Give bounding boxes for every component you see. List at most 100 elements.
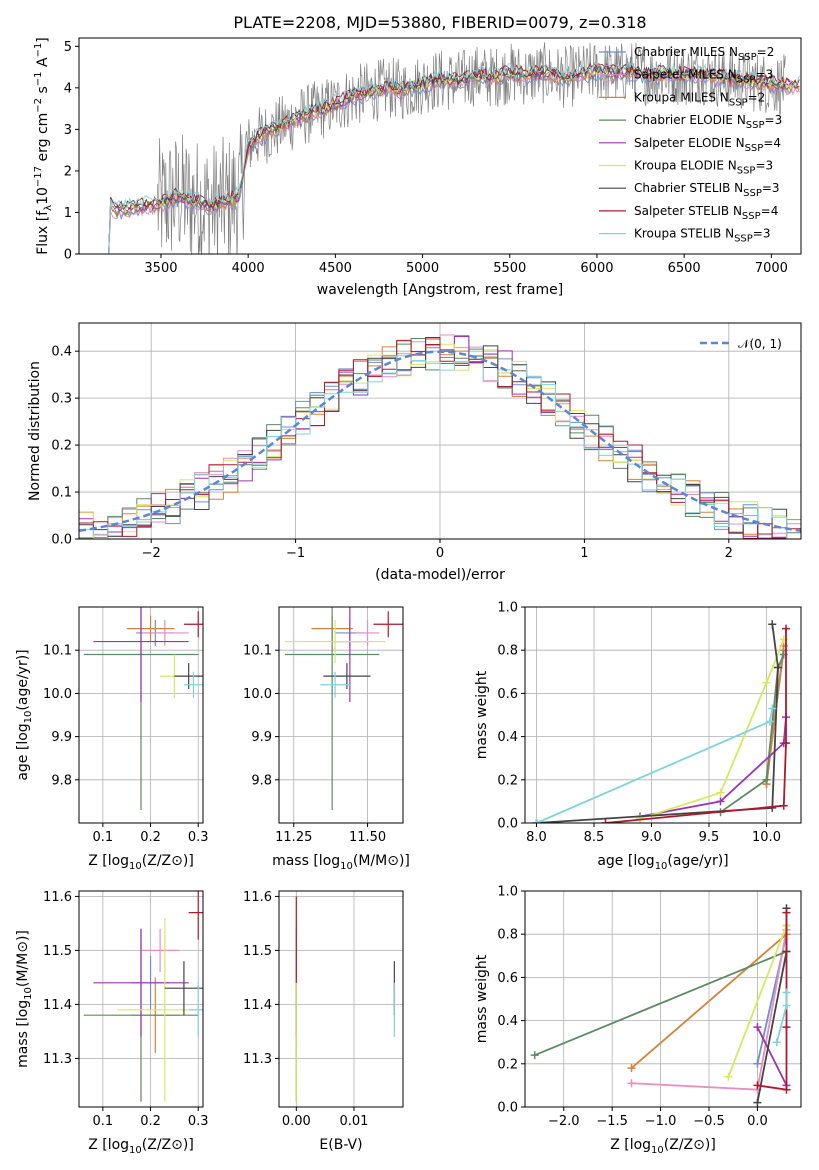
- legend-entry-part: SSP: [743, 188, 762, 199]
- x-tick-label: 11.25: [275, 830, 312, 845]
- gaussian-curve: [79, 350, 801, 533]
- y-tick-label: 1.0: [497, 601, 518, 616]
- x-tick-label: 10.0: [752, 830, 781, 845]
- y-tick-label: 0.4: [497, 730, 518, 745]
- y-tick-label: 11.5: [43, 944, 72, 959]
- weight-marker: [627, 1064, 636, 1073]
- y-tick-label: 0.4: [497, 1014, 518, 1029]
- x-tick-label: 11.50: [349, 830, 386, 845]
- weight-marker: [782, 988, 791, 997]
- legend-entry-part: =4: [761, 204, 779, 218]
- x-axis-label-part: (Z/Z: [142, 853, 171, 869]
- y-tick-label: 0.8: [497, 644, 518, 659]
- legend-entry-part: SSP: [742, 211, 761, 222]
- y-tick-label: 0.1: [51, 486, 72, 501]
- x-axis-label-part: ⊙)]: [693, 1137, 716, 1153]
- x-axis-label-part: ⊙)]: [171, 853, 194, 869]
- x-tick-label: 0.3: [188, 830, 209, 845]
- y-tick-label: 0.0: [497, 1101, 518, 1116]
- x-axis-label: mass [log10​(M/M⊙)]: [272, 853, 410, 872]
- weight-line: [757, 912, 788, 1091]
- legend-entry: Kroupa STELIB NSSP​=3: [634, 227, 771, 245]
- x-tick-label: −1.0: [645, 1114, 677, 1129]
- figure-title: PLATE=2208, MJD=53880, FIBERID=0079, z=0…: [233, 13, 646, 32]
- y-axis-label-part: A: [35, 57, 51, 71]
- y-tick-label: 0.2: [51, 439, 72, 454]
- x-tick-label: 6500: [668, 261, 701, 276]
- x-tick-label: 0.2: [140, 830, 161, 845]
- model-line-chabrier-stelib: [108, 63, 800, 254]
- y-axis-label-part: 10: [35, 187, 51, 205]
- legend-entry: Chabrier MILES NSSP​=2: [634, 45, 774, 63]
- weight-marker: [772, 1038, 781, 1047]
- weight-marker: [627, 1079, 636, 1088]
- age_vs_mass-plot-area: [284, 607, 403, 811]
- y-tick-label: 2: [64, 164, 72, 179]
- weight-marker: [530, 1051, 539, 1060]
- weight-marker: [782, 739, 791, 748]
- weight-line: [775, 992, 788, 1043]
- model-line-chabrier-miles: [108, 70, 800, 254]
- y-axis-label-part: age [log: [15, 723, 31, 780]
- mass_vs_Z-plot-area: [83, 891, 203, 1102]
- x-tick-label: 3500: [144, 261, 177, 276]
- weight-marker: [768, 704, 777, 713]
- legend-entry-part: =3: [755, 159, 773, 173]
- x-tick-label: −2: [142, 546, 161, 561]
- y-axis-label-part: −1: [33, 71, 44, 86]
- legend-entry-part: =3: [765, 113, 783, 127]
- weight-line: [756, 1026, 788, 1086]
- y-axis-label-part: mass [log: [15, 1000, 31, 1068]
- y-axis-label-part: (age/yr)]: [15, 649, 31, 710]
- legend-entry-part: SSP: [737, 166, 756, 177]
- y-tick-label: 11.6: [43, 890, 72, 905]
- axes-frame: [524, 890, 802, 1108]
- x-axis-label-part: Z [log: [88, 1137, 129, 1153]
- y-tick-label: 9.9: [251, 730, 272, 745]
- x-axis-label-part: ⊙)]: [171, 1137, 194, 1153]
- axes-frame: [278, 890, 404, 1108]
- model-line-salpeter-stelib: [108, 61, 800, 254]
- axes-frame: [524, 606, 802, 824]
- y-tick-label: 0.2: [497, 1057, 518, 1072]
- y-tick-label: 10.0: [43, 687, 72, 702]
- x-tick-label: 4000: [232, 261, 265, 276]
- histogram-step: [79, 340, 801, 539]
- legend-entry-part: Kroupa ELODIE N: [634, 159, 737, 173]
- legend-entry: Salpeter MILES NSSP​=3: [634, 68, 773, 86]
- x-axis-label-part: ⊙)]: [387, 853, 410, 869]
- x-tick-label: 6000: [580, 261, 613, 276]
- weight-line: [719, 654, 785, 813]
- weight-marker: [753, 1098, 762, 1107]
- y-tick-label: 9.8: [251, 773, 272, 788]
- x-tick-label: 5000: [406, 261, 439, 276]
- x-tick-label: 4500: [319, 261, 352, 276]
- weight-line: [639, 717, 787, 818]
- x-axis-label-part: (M/M: [353, 853, 387, 869]
- weight-marker: [782, 1023, 791, 1032]
- y-axis-label-part: −17: [33, 166, 44, 187]
- x-tick-label: 0.2: [140, 1114, 161, 1129]
- legend-entry-part: =3: [762, 181, 780, 195]
- x-tick-label: −1: [286, 546, 305, 561]
- residuals-plot-area: [79, 334, 801, 539]
- y-axis-label: Normed distribution: [27, 361, 43, 501]
- spectrum-plot-area: [108, 42, 800, 254]
- y-axis-label-part: −2: [33, 98, 44, 113]
- histogram-step: [79, 355, 801, 539]
- model-line-kroupa-elodie: [108, 64, 800, 254]
- x-tick-label: −1.5: [596, 1114, 628, 1129]
- weight-line: [765, 645, 785, 785]
- y-tick-label: 3: [64, 123, 72, 138]
- weight_vs_age-panel: 8.0 8.5 9.0 9.5 10.0 0.0 0.2 0.4 0.6 0.8 1.0 age [l…: [474, 601, 802, 872]
- legend-entry-part: SSP: [729, 97, 748, 108]
- y-tick-label: 0.8: [497, 928, 518, 943]
- legend-entry-part: Salpeter MILES N: [634, 68, 737, 82]
- x-tick-label: 0.0: [747, 1114, 768, 1129]
- x-tick-label: 0.3: [188, 1114, 209, 1129]
- legend-entry: Salpeter STELIB NSSP​=4: [634, 204, 778, 222]
- weight_vs_age-plot-area: [532, 620, 791, 823]
- axes-frame: [78, 606, 204, 824]
- y-tick-label: 0: [64, 248, 72, 263]
- legend-entry-part: Salpeter STELIB N: [634, 204, 742, 218]
